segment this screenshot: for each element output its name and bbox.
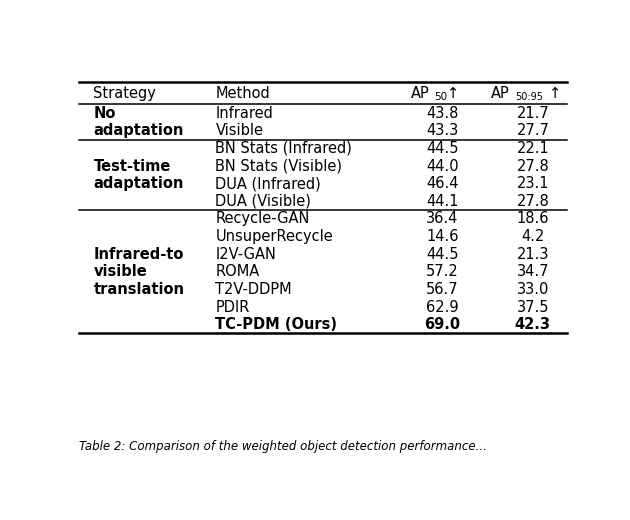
Text: 34.7: 34.7 [517, 264, 549, 279]
Text: Infrared-to
visible
translation: Infrared-to visible translation [93, 247, 185, 297]
Text: 21.7: 21.7 [517, 106, 549, 121]
Text: DUA (Infrared): DUA (Infrared) [215, 176, 321, 191]
Text: 57.2: 57.2 [426, 264, 459, 279]
Text: Strategy: Strategy [93, 86, 156, 101]
Text: 27.8: 27.8 [517, 159, 549, 174]
Text: 44.0: 44.0 [426, 159, 459, 174]
Text: ↑: ↑ [447, 86, 460, 101]
Text: ROMA: ROMA [215, 264, 260, 279]
Text: 43.8: 43.8 [427, 106, 459, 121]
Text: AP: AP [411, 86, 430, 101]
Text: 21.3: 21.3 [517, 246, 549, 262]
Text: 4.2: 4.2 [521, 229, 544, 244]
Text: ↑: ↑ [549, 86, 561, 101]
Text: 42.3: 42.3 [515, 317, 551, 332]
Text: BN Stats (Infrared): BN Stats (Infrared) [215, 141, 352, 156]
Text: 69.0: 69.0 [425, 317, 461, 332]
Text: I2V-GAN: I2V-GAN [215, 246, 277, 262]
Text: 22.1: 22.1 [517, 141, 549, 156]
Text: Infrared: Infrared [215, 106, 273, 121]
Text: UnsuperRecycle: UnsuperRecycle [215, 229, 333, 244]
Text: 37.5: 37.5 [517, 300, 549, 315]
Text: DUA (Visible): DUA (Visible) [215, 194, 311, 209]
Text: PDIR: PDIR [215, 300, 250, 315]
Text: 36.4: 36.4 [427, 212, 459, 226]
Text: 50: 50 [434, 93, 447, 102]
Text: T2V-DDPM: T2V-DDPM [215, 282, 292, 297]
Text: Table 2: Comparison of the weighted object detection performance...: Table 2: Comparison of the weighted obje… [79, 440, 486, 453]
Text: Method: Method [215, 86, 270, 101]
Text: Visible: Visible [215, 123, 263, 138]
Text: 50:95: 50:95 [515, 93, 543, 102]
Text: 46.4: 46.4 [427, 176, 459, 191]
Text: 44.5: 44.5 [427, 246, 459, 262]
Text: AP: AP [491, 86, 510, 101]
Text: No
adaptation: No adaptation [93, 106, 184, 138]
Text: BN Stats (Visible): BN Stats (Visible) [215, 159, 343, 174]
Text: 23.1: 23.1 [517, 176, 549, 191]
Text: 62.9: 62.9 [426, 300, 459, 315]
Text: 18.6: 18.6 [517, 212, 549, 226]
Text: 44.5: 44.5 [427, 141, 459, 156]
Text: 44.1: 44.1 [427, 194, 459, 209]
Text: Recycle-GAN: Recycle-GAN [215, 212, 310, 226]
Text: 27.8: 27.8 [517, 194, 549, 209]
Text: 56.7: 56.7 [426, 282, 459, 297]
Text: 14.6: 14.6 [427, 229, 459, 244]
Text: 33.0: 33.0 [517, 282, 549, 297]
Text: Test-time
adaptation: Test-time adaptation [93, 159, 184, 191]
Text: 27.7: 27.7 [517, 123, 549, 138]
Text: 43.3: 43.3 [427, 123, 459, 138]
Text: TC-PDM (Ours): TC-PDM (Ours) [215, 317, 338, 332]
